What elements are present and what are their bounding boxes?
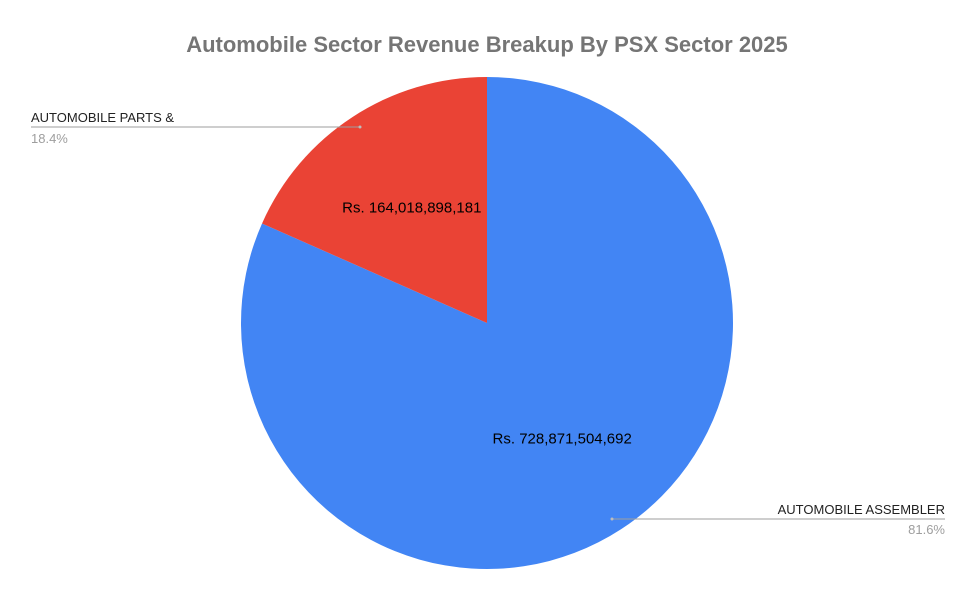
slice-value-labels: Rs. 728,871,504,692 Rs. 164,018,898,181 — [342, 200, 632, 448]
callout-percent-label: 81.6% — [908, 522, 945, 537]
callout-percent-label: 18.4% — [31, 131, 68, 146]
slice-value-label: Rs. 728,871,504,692 — [493, 431, 632, 448]
callout-dot — [610, 517, 614, 521]
pie-slices — [240, 76, 734, 569]
slice-callouts: AUTOMOBILE ASSEMBLER 81.6% AUTOMOBILE PART… — [31, 110, 945, 537]
slice-value-label: Rs. 164,018,898,181 — [342, 200, 481, 217]
callout-category-label: AUTOMOBILE PARTS & — [31, 110, 174, 125]
callout-dot — [358, 125, 362, 129]
chart-title: Automobile Sector Revenue Breakup By PSX… — [186, 32, 788, 57]
pie-slice-automobile-parts — [262, 76, 487, 323]
callout-category-label: AUTOMOBILE ASSEMBLER — [778, 502, 945, 517]
